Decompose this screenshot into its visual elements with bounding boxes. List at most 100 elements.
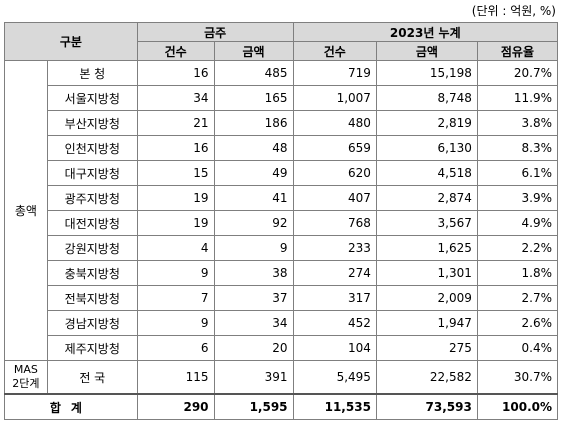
count-cum: 1,007	[292, 85, 377, 111]
count-week: 6	[136, 335, 215, 361]
amount-cum: 3,567	[375, 210, 478, 236]
count-cum: 620	[292, 160, 377, 186]
amount-cum: 1,625	[375, 235, 478, 261]
count-week: 9	[136, 260, 215, 286]
header-cumulative: 2023년 누계	[292, 22, 559, 42]
header-category: 구분	[4, 22, 138, 61]
share-cum: 2.7%	[476, 285, 559, 311]
table-row: 제주지방청 6 20 104 275 0.4%	[5, 335, 559, 361]
amount-week: 391	[213, 360, 294, 395]
table-row: 인천지방청 16 48 659 6,130 8.3%	[5, 135, 559, 161]
region-label: 서울지방청	[46, 85, 138, 111]
share-cum: 3.8%	[476, 110, 559, 136]
region-label: 본 청	[46, 60, 138, 86]
amount-week: 49	[213, 160, 294, 186]
share-cum: 0.4%	[476, 335, 559, 361]
table-row-total: 합계 290 1,595 11,535 73,593 100.0%	[4, 393, 559, 420]
total-share: 100.0%	[476, 393, 559, 420]
amount-cum: 22,582	[375, 360, 478, 395]
total-amount-cum: 73,593	[375, 393, 478, 420]
header-count-week: 건수	[136, 41, 215, 61]
amount-week: 20	[213, 335, 294, 361]
amount-week: 186	[213, 110, 294, 136]
header-amount-cum: 금액	[375, 41, 478, 61]
table-row: 총액 본 청 16 485 719 15,198 20.7%	[4, 60, 559, 361]
table-row: 전북지방청 7 37 317 2,009 2.7%	[5, 285, 559, 311]
count-week: 19	[136, 185, 215, 211]
count-week: 19	[136, 210, 215, 236]
share-cum: 11.9%	[476, 85, 559, 111]
header-this-month: 금주	[136, 22, 294, 42]
count-cum: 719	[292, 60, 377, 86]
total-label: 합계	[4, 393, 138, 420]
region-label: 제주지방청	[46, 335, 138, 361]
region-label: 강원지방청	[46, 235, 138, 261]
table-row: 강원지방청 4 9 233 1,625 2.2%	[5, 235, 559, 261]
total-amount-week: 1,595	[213, 393, 294, 420]
table-row: 광주지방청 19 41 407 2,874 3.9%	[5, 185, 559, 211]
count-cum: 233	[292, 235, 377, 261]
amount-cum: 1,301	[375, 260, 478, 286]
amount-week: 37	[213, 285, 294, 311]
amount-week: 34	[213, 310, 294, 336]
count-cum: 274	[292, 260, 377, 286]
amount-cum: 2,009	[375, 285, 478, 311]
share-cum: 6.1%	[476, 160, 559, 186]
header-count-cum: 건수	[292, 41, 377, 61]
count-week: 115	[136, 360, 215, 395]
count-week: 21	[136, 110, 215, 136]
unit-note: (단위 : 억원, %)	[471, 4, 556, 18]
share-cum: 4.9%	[476, 210, 559, 236]
table-body: 총액 본 청 16 485 719 15,198 20.7% 서울지방청 34 …	[4, 60, 559, 420]
amount-cum: 6,130	[375, 135, 478, 161]
share-cum: 8.3%	[476, 135, 559, 161]
amount-cum: 275	[375, 335, 478, 361]
group-total-amount: 총액	[4, 60, 48, 361]
amount-cum: 15,198	[375, 60, 478, 86]
count-week: 4	[136, 235, 215, 261]
amount-cum: 2,874	[375, 185, 478, 211]
amount-week: 38	[213, 260, 294, 286]
region-label: 전 국	[46, 360, 138, 395]
region-label: 부산지방청	[46, 110, 138, 136]
amount-week: 41	[213, 185, 294, 211]
table-row: 서울지방청 34 165 1,007 8,748 11.9%	[5, 85, 559, 111]
region-label: 인천지방청	[46, 135, 138, 161]
count-week: 16	[136, 60, 215, 86]
count-week: 34	[136, 85, 215, 111]
count-week: 7	[136, 285, 215, 311]
amount-week: 9	[213, 235, 294, 261]
total-count-week: 290	[136, 393, 215, 420]
share-cum: 2.6%	[476, 310, 559, 336]
amount-week: 92	[213, 210, 294, 236]
region-label: 전북지방청	[46, 285, 138, 311]
table-row-mas: MAS 2단계 전 국 115 391 5,495 22,582 30.7%	[4, 360, 559, 395]
amount-week: 165	[213, 85, 294, 111]
table-row: 대전지방청 19 92 768 3,567 4.9%	[5, 210, 559, 236]
share-cum: 30.7%	[476, 360, 559, 395]
region-label: 충북지방청	[46, 260, 138, 286]
table-row: 경남지방청 9 34 452 1,947 2.6%	[5, 310, 559, 336]
amount-week: 48	[213, 135, 294, 161]
header-amount-week: 금액	[213, 41, 294, 61]
amount-cum: 1,947	[375, 310, 478, 336]
header-share: 점유율	[476, 41, 559, 61]
region-label: 경남지방청	[46, 310, 138, 336]
region-label: 대구지방청	[46, 160, 138, 186]
count-cum: 407	[292, 185, 377, 211]
count-week: 9	[136, 310, 215, 336]
count-cum: 104	[292, 335, 377, 361]
count-week: 16	[136, 135, 215, 161]
count-cum: 317	[292, 285, 377, 311]
group-mas: MAS 2단계	[4, 360, 48, 395]
count-week: 15	[136, 160, 215, 186]
share-cum: 3.9%	[476, 185, 559, 211]
count-cum: 5,495	[292, 360, 377, 395]
count-cum: 452	[292, 310, 377, 336]
total-count-cum: 11,535	[292, 393, 377, 420]
table-row: 대구지방청 15 49 620 4,518 6.1%	[5, 160, 559, 186]
region-label: 대전지방청	[46, 210, 138, 236]
amount-cum: 2,819	[375, 110, 478, 136]
count-cum: 768	[292, 210, 377, 236]
share-cum: 20.7%	[476, 60, 559, 86]
